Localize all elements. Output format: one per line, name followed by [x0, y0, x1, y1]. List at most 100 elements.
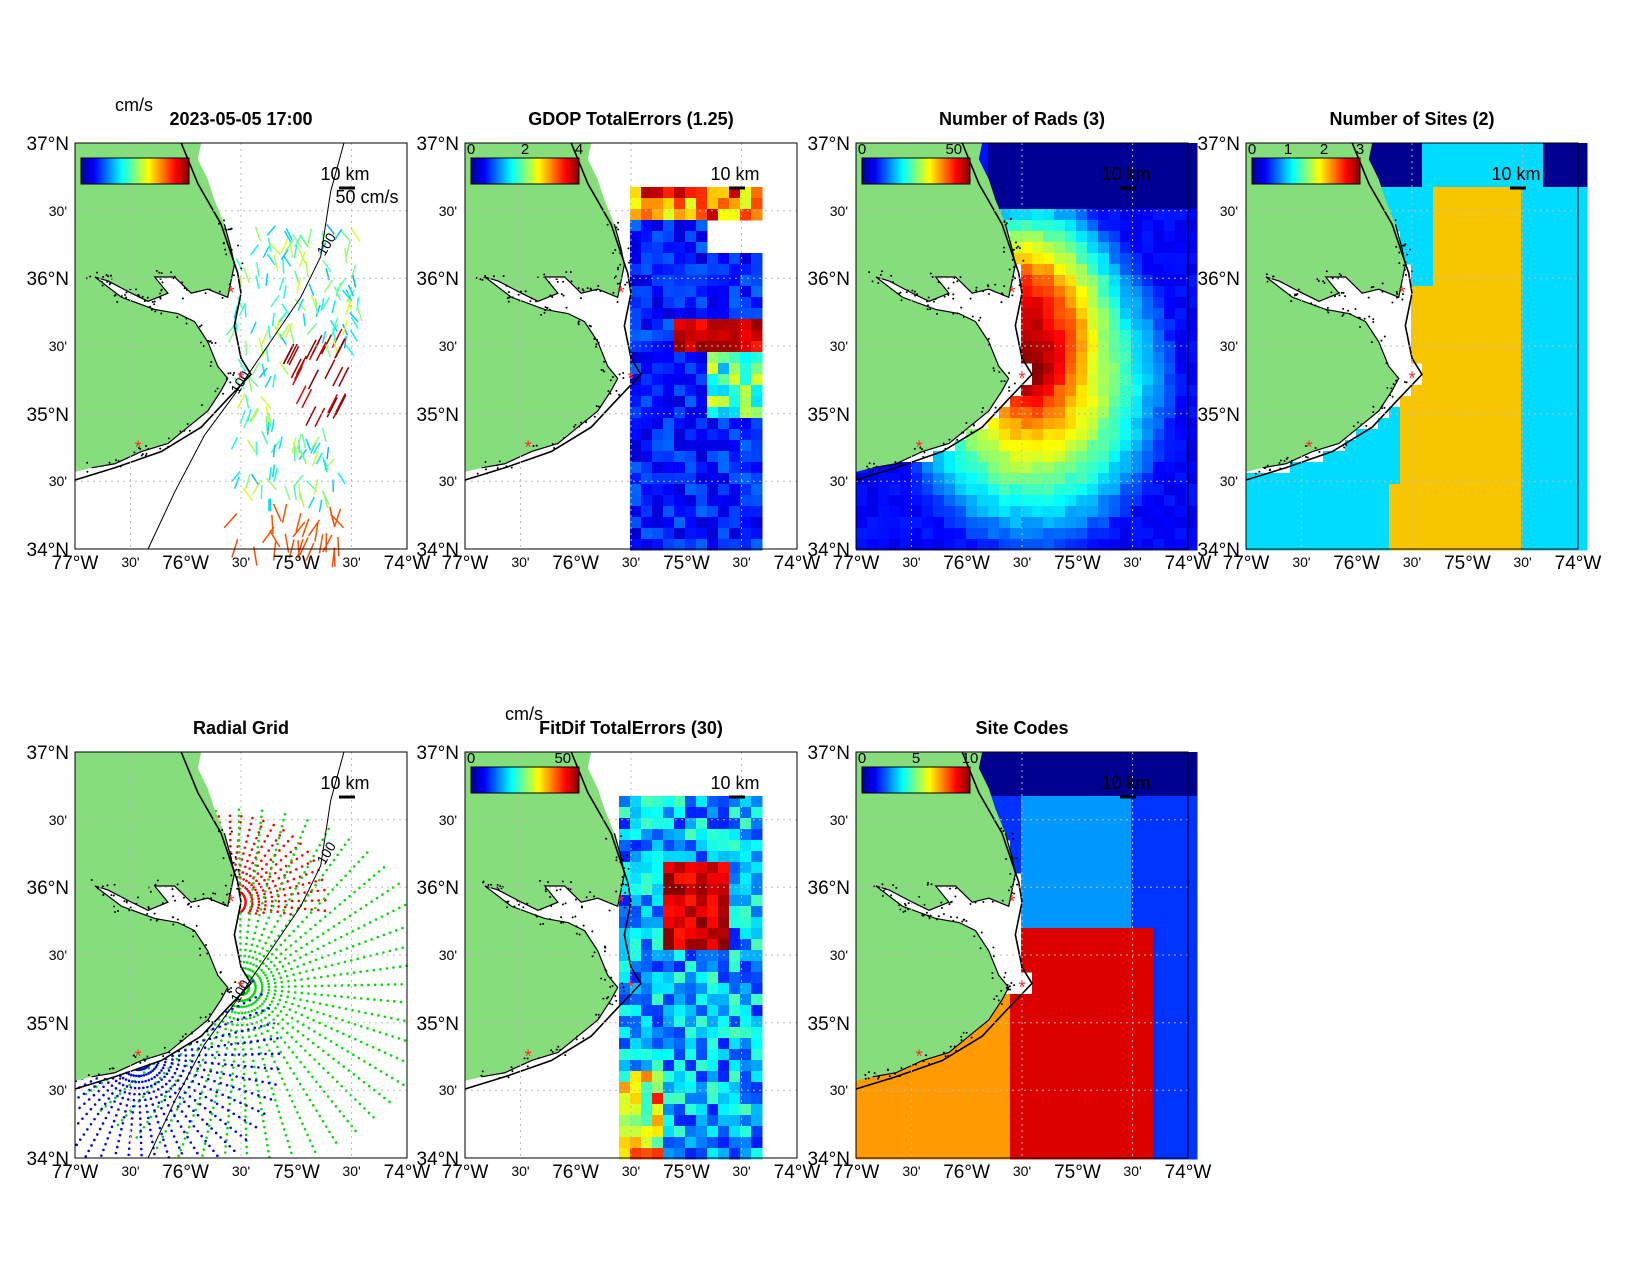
lon-minor-tick-label: 30' [622, 1163, 640, 1179]
inner-coastline [1262, 224, 1406, 469]
radar-site-marker: * [1408, 368, 1415, 388]
lon-minor-tick-label: 30' [232, 554, 250, 570]
lat-minor-tick-label: 30' [49, 338, 67, 354]
colorbar [470, 766, 580, 794]
lon-tick-label: 75°W [1054, 553, 1101, 574]
lat-minor-tick-label: 30' [830, 1082, 848, 1098]
lat-minor-tick-label: 30' [1220, 203, 1238, 219]
lon-tick-label: 74°W [1555, 553, 1602, 574]
lat-minor-tick-label: 30' [439, 947, 457, 963]
inner-coastline [91, 224, 235, 469]
colorbar-tick-label: 0 [1248, 141, 1256, 158]
coastline [1245, 142, 1423, 481]
lon-tick-label: 74°W [774, 1162, 821, 1183]
panel-title: GDOP TotalErrors (1.25) [528, 109, 733, 129]
coastline [464, 142, 642, 481]
radar-site-marker: * [1018, 977, 1025, 997]
colorbar-tick-label: 2 [1320, 141, 1328, 158]
lat-tick-label: 37°N [27, 743, 69, 764]
inner-coastline [872, 224, 1016, 469]
map-panel-rads: * * * 0 50 10 km 37°N 36°N 35°N 34°N 30' 30' 30' 77°W… [808, 109, 1212, 574]
lat-tick-label: 37°N [417, 743, 459, 764]
lon-tick-label: 74°W [774, 553, 821, 574]
colorbar [861, 766, 971, 794]
radar-site-marker: * [627, 977, 634, 997]
colorbar [80, 157, 190, 185]
lat-tick-label: 35°N [27, 405, 69, 426]
colorbar-tick-label: 0 [467, 141, 475, 158]
lon-tick-label: 75°W [663, 1162, 710, 1183]
lon-tick-label: 77°W [1223, 553, 1270, 574]
scale-bar-label: 10 km [1491, 164, 1540, 184]
lon-minor-tick-label: 30' [511, 554, 529, 570]
inner-coastline [481, 224, 625, 469]
lon-tick-label: 75°W [273, 1162, 320, 1183]
panel-title: Radial Grid [193, 718, 289, 738]
land-mass [75, 752, 235, 1081]
inner-coastline [481, 833, 625, 1078]
lat-tick-label: 36°N [417, 269, 459, 290]
lat-tick-label: 34°N [27, 1149, 69, 1170]
radar-site-marker: * [916, 1047, 923, 1067]
lon-tick-label: 75°W [663, 553, 710, 574]
scale-bar-label: 10 km [710, 164, 759, 184]
lat-minor-tick-label: 30' [439, 812, 457, 828]
lon-tick-label: 77°W [833, 553, 880, 574]
lon-minor-tick-label: 30' [1013, 554, 1031, 570]
panel-title: Site Codes [975, 718, 1068, 738]
lat-tick-label: 34°N [808, 1149, 850, 1170]
inner-coastline [91, 833, 235, 1078]
colorbar-tick-label: 10 [962, 750, 979, 767]
radar-site-marker: * [1018, 368, 1025, 388]
lat-tick-label: 34°N [27, 540, 69, 561]
lon-tick-label: 74°W [384, 553, 431, 574]
lat-tick-label: 37°N [27, 134, 69, 155]
lat-minor-tick-label: 30' [830, 203, 848, 219]
lon-tick-label: 76°W [552, 553, 599, 574]
lon-minor-tick-label: 30' [1513, 554, 1531, 570]
lon-minor-tick-label: 30' [902, 554, 920, 570]
lon-minor-tick-label: 30' [732, 554, 750, 570]
unit-label: cm/s [115, 95, 153, 115]
colorbar-tick-label: 2 [521, 141, 529, 158]
lat-tick-label: 35°N [27, 1014, 69, 1035]
lon-tick-label: 76°W [162, 1162, 209, 1183]
lon-minor-tick-label: 30' [121, 554, 139, 570]
lat-tick-label: 37°N [808, 134, 850, 155]
radar-site-marker: * [237, 368, 244, 388]
radar-site-marker: * [237, 977, 244, 997]
lon-tick-label: 77°W [52, 553, 99, 574]
colorbar [861, 157, 971, 185]
lon-minor-tick-label: 30' [511, 1163, 529, 1179]
lat-tick-label: 35°N [417, 405, 459, 426]
lon-tick-label: 74°W [1165, 553, 1212, 574]
radar-site-marker: * [525, 1047, 532, 1067]
lat-tick-label: 34°N [808, 540, 850, 561]
coastline [74, 142, 252, 481]
lat-minor-tick-label: 30' [49, 203, 67, 219]
lat-tick-label: 37°N [1198, 134, 1240, 155]
lon-tick-label: 76°W [1333, 553, 1380, 574]
radar-site-marker: * [525, 438, 532, 458]
lon-tick-label: 75°W [273, 553, 320, 574]
map-panel-gdop: * * * 0 2 4 10 km 37°N 36°N 35°N 34°N 30' 30' 30' 77°W… [417, 109, 821, 574]
lon-minor-tick-label: 30' [1123, 554, 1141, 570]
radar-site-marker: * [627, 368, 634, 388]
lon-tick-label: 76°W [552, 1162, 599, 1183]
radar-site-marker: * [135, 438, 142, 458]
lon-tick-label: 76°W [943, 1162, 990, 1183]
lat-tick-label: 36°N [1198, 269, 1240, 290]
map-panel-sites: * * * 0 1 2 3 10 km 37°N 36°N 35°N 34°N 30' 30' 30' 77°… [1198, 109, 1602, 574]
scale-bar-label: 10 km [320, 164, 369, 184]
lon-minor-tick-label: 30' [902, 1163, 920, 1179]
lon-tick-label: 74°W [1165, 1162, 1212, 1183]
lon-minor-tick-label: 30' [121, 1163, 139, 1179]
lat-tick-label: 36°N [417, 878, 459, 899]
coastline [855, 751, 1033, 1090]
scale-bar-label: 10 km [1101, 164, 1150, 184]
panel-title: FitDif TotalErrors (30) [539, 718, 723, 738]
lon-minor-tick-label: 30' [732, 1163, 750, 1179]
